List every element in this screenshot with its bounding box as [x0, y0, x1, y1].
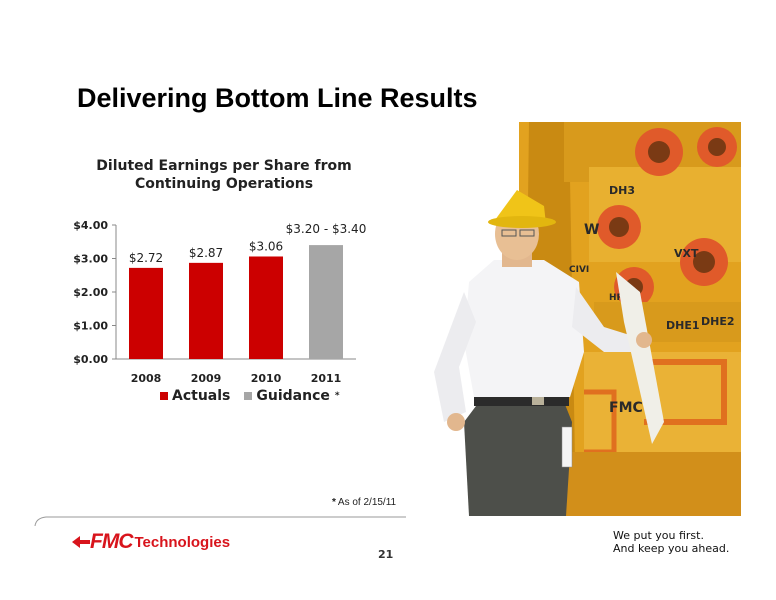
legend-label-actuals: Actuals: [172, 388, 231, 404]
label-civi: CIVI: [569, 265, 589, 275]
legend-item-actuals: Actuals: [160, 388, 230, 404]
footnote-star: *: [332, 497, 336, 508]
legend-label-guidance: Guidance: [256, 388, 330, 404]
fmc-technologies-logo: FMC Technologies: [72, 530, 231, 553]
data-label-2010: $3.06: [249, 239, 283, 253]
label-dhe2: DHE2: [701, 315, 735, 328]
label-vxt: VXT: [674, 247, 699, 260]
y-tick-label: $0.00: [73, 353, 108, 366]
x-tick-label-2009: 2009: [191, 372, 222, 385]
tagline-line-1: We put you first.: [613, 529, 704, 542]
data-label-2008: $2.72: [129, 251, 163, 265]
tagline-line-2: And keep you ahead.: [613, 542, 730, 555]
y-tick-label: $3.00: [73, 253, 108, 266]
label-w: W: [584, 222, 599, 238]
legend-swatch-actuals: [160, 392, 168, 400]
legend-item-guidance: Guidance *: [244, 388, 340, 404]
x-tick-label-2010: 2010: [251, 372, 282, 385]
label-hr: HR: [609, 293, 624, 303]
bar-2011: [309, 245, 343, 359]
fmc-arrow-icon: [72, 536, 90, 548]
y-tick-label: $4.00: [73, 219, 108, 232]
footnote-text: As of 2/15/11: [337, 497, 397, 508]
engineer-photo: DH3 VXT CIVI HR DHE1 DHE2 FMC W: [404, 122, 741, 516]
data-label-2009: $2.87: [189, 246, 223, 260]
logo-fmc-text: FMC: [90, 530, 133, 553]
chart-legend: Actuals Guidance *: [160, 388, 340, 404]
label-dh3: DH3: [609, 184, 635, 197]
slide-title: Delivering Bottom Line Results: [77, 83, 478, 113]
chart-title: Diluted Earnings per Share from Continui…: [96, 158, 352, 192]
bar-2010: [249, 256, 283, 359]
legend-asterisk: *: [334, 391, 340, 401]
legend-swatch-guidance: [244, 392, 253, 400]
tagline: We put you first. And keep you ahead.: [613, 529, 729, 555]
x-tick-label-2011: 2011: [311, 372, 342, 385]
data-label-2011: $3.20 - $3.40: [286, 222, 367, 236]
footnote: * As of 2/15/11: [332, 497, 396, 508]
bar-2008: [129, 267, 163, 359]
page-number: 21: [378, 548, 394, 561]
y-tick-label: $1.00: [73, 320, 108, 333]
x-tick-label-2008: 2008: [131, 372, 162, 385]
bar-2009: [189, 262, 223, 359]
y-tick-label: $2.00: [73, 286, 108, 299]
footer-divider: [34, 516, 406, 527]
label-fmc-equipment: FMC: [609, 400, 643, 416]
logo-technologies-text: Technologies: [134, 533, 231, 551]
label-dhe1: DHE1: [666, 319, 700, 332]
eps-bar-chart: $0.00 $1.00 $2.00 $3.00 $4.00 $2.72 2008 $2.87 2…: [73, 219, 367, 385]
